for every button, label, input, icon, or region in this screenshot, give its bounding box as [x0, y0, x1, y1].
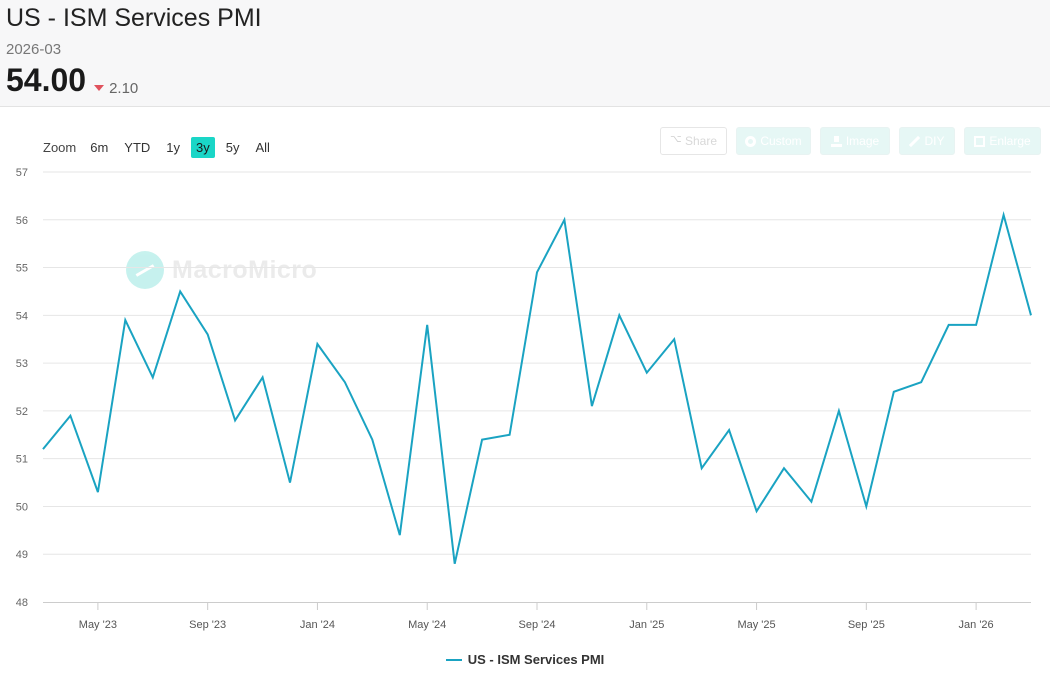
y-tick-label: 49	[16, 549, 28, 561]
share-icon	[670, 134, 682, 147]
change-value: 2.10	[109, 79, 139, 97]
y-tick-label: 57	[16, 167, 28, 179]
legend[interactable]: US - ISM Services PMI	[0, 652, 1050, 667]
x-tick-label: Sep '25	[848, 619, 885, 631]
x-tick-label: Jan '25	[629, 619, 664, 631]
y-tick-label: 50	[16, 501, 28, 513]
zoom-5y-button[interactable]: 5y	[225, 140, 240, 155]
data-point[interactable]	[972, 321, 980, 329]
latest-value-row: 54.00 2.10	[6, 62, 138, 99]
image-label: Image	[845, 134, 880, 148]
data-point[interactable]	[890, 388, 898, 396]
zoom-ytd-button[interactable]: YTD	[124, 140, 151, 155]
watermark: MacroMicro	[126, 251, 317, 289]
data-point[interactable]	[176, 287, 184, 295]
data-point[interactable]	[588, 402, 596, 410]
x-tick-label: May '23	[79, 619, 117, 631]
data-point[interactable]	[396, 531, 404, 539]
gridlines	[43, 171, 1031, 555]
data-point[interactable]	[753, 507, 761, 515]
x-tick-label: Jan '26	[959, 619, 994, 631]
y-tick-label: 55	[16, 263, 28, 275]
data-point[interactable]	[945, 321, 953, 329]
y-tick-label: 54	[16, 310, 28, 322]
data-point[interactable]	[313, 340, 321, 348]
legend-label: US - ISM Services PMI	[467, 652, 605, 667]
diy-label: DIY	[924, 134, 945, 148]
diy-button[interactable]: DIY	[899, 127, 955, 155]
latest-date: 2026-03	[6, 41, 62, 58]
share-button[interactable]: Share	[660, 127, 727, 155]
data-point[interactable]	[725, 426, 733, 434]
watermark-text: MacroMicro	[172, 255, 318, 284]
data-point[interactable]	[286, 479, 294, 487]
latest-value: 54.00	[6, 62, 87, 98]
x-tick-label: Jan '24	[300, 619, 335, 631]
data-point[interactable]	[94, 488, 102, 496]
data-point[interactable]	[615, 311, 623, 319]
y-tick-label: 48	[16, 597, 28, 609]
legend-swatch	[445, 658, 462, 661]
data-point[interactable]	[121, 316, 129, 324]
data-point[interactable]	[451, 560, 459, 568]
enlarge-label: Enlarge	[989, 134, 1031, 148]
zoom-all-button[interactable]: All	[255, 140, 270, 155]
data-point[interactable]	[149, 373, 157, 381]
data-point[interactable]	[643, 369, 651, 377]
share-label: Share	[684, 134, 718, 148]
data-point[interactable]	[862, 502, 870, 510]
data-point[interactable]	[506, 431, 514, 439]
zoom-label: Zoom	[43, 140, 77, 155]
expand-icon	[974, 135, 986, 147]
enlarge-button[interactable]: Enlarge	[964, 127, 1041, 155]
zoom-selector: Zoom 6m YTD 1y 3y 5y All	[43, 137, 278, 158]
gear-icon	[745, 135, 757, 147]
data-point[interactable]	[478, 436, 486, 444]
x-tick-label: May '25	[737, 619, 775, 631]
indicator-header: US - ISM Services PMI 2026-03 54.00 2.10	[0, 0, 1050, 107]
y-tick-label: 56	[16, 215, 28, 227]
x-tick-label: May '24	[408, 619, 446, 631]
y-tick-label: 53	[16, 358, 28, 370]
series-line-ism-services-pmi[interactable]	[42, 211, 1032, 565]
zoom-1y-button[interactable]: 1y	[166, 140, 181, 155]
data-point[interactable]	[231, 416, 239, 424]
data-point[interactable]	[66, 412, 74, 420]
download-icon	[830, 135, 842, 147]
data-point[interactable]	[259, 373, 267, 381]
custom-button[interactable]: Custom	[736, 127, 811, 155]
data-point[interactable]	[1000, 211, 1008, 219]
data-point[interactable]	[204, 330, 212, 338]
y-tick-label: 51	[16, 454, 28, 466]
series-group	[39, 211, 1035, 568]
data-point[interactable]	[368, 436, 376, 444]
x-tick-label: Sep '24	[519, 619, 556, 631]
data-point[interactable]	[341, 378, 349, 386]
y-tick-label: 52	[16, 406, 28, 418]
data-point[interactable]	[560, 216, 568, 224]
y-axis: 48 49 50 51 52 53 54 55 56 57	[16, 167, 28, 609]
data-point[interactable]	[917, 378, 925, 386]
custom-label: Custom	[760, 134, 802, 148]
data-point[interactable]	[533, 268, 541, 276]
down-triangle-icon	[94, 85, 105, 91]
image-button[interactable]: Image	[820, 127, 890, 155]
x-tick-label: Sep '23	[189, 619, 226, 631]
change-indicator: 2.10	[94, 80, 138, 97]
chart-toolbar: Share Custom Image DIY Enlarge	[0, 127, 1050, 155]
x-axis: May '23 Sep '23 Jan '24 May '24 Sep '24 Jan '…	[43, 602, 1031, 631]
data-point[interactable]	[807, 498, 815, 506]
data-point[interactable]	[698, 464, 706, 472]
data-point[interactable]	[1027, 311, 1035, 319]
data-point[interactable]	[670, 335, 678, 343]
zoom-3y-button[interactable]: 3y	[191, 137, 215, 158]
logo-icon	[126, 251, 164, 289]
data-point[interactable]	[423, 321, 431, 329]
data-point[interactable]	[835, 407, 843, 415]
page-title: US - ISM Services PMI	[6, 4, 262, 32]
zoom-6m-button[interactable]: 6m	[90, 140, 109, 155]
data-point[interactable]	[39, 445, 47, 453]
data-point[interactable]	[780, 464, 788, 472]
